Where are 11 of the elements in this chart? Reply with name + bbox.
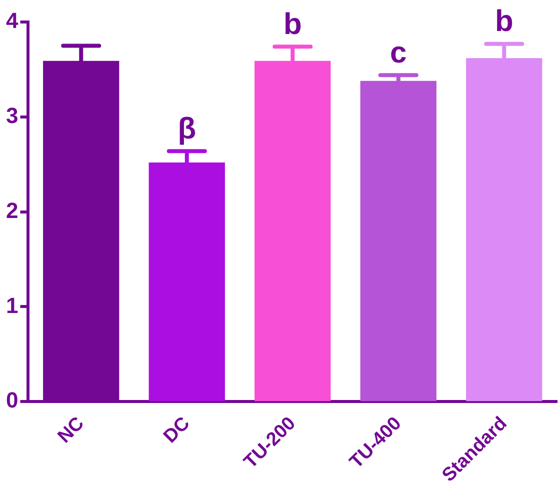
annotation: b [494, 5, 514, 38]
x-tick-label: DC [160, 412, 194, 448]
y-tick-label: 1 [6, 292, 18, 318]
y-tick-label: 0 [6, 388, 18, 413]
y-tick-label: 4 [6, 8, 19, 34]
annotation: β [178, 112, 196, 146]
annotation: b [283, 8, 302, 41]
y-tick-label: 3 [6, 102, 18, 128]
y-tick-label: 2 [6, 198, 18, 223]
x-tick-label: NC [54, 412, 89, 448]
annotation: c [390, 36, 407, 70]
